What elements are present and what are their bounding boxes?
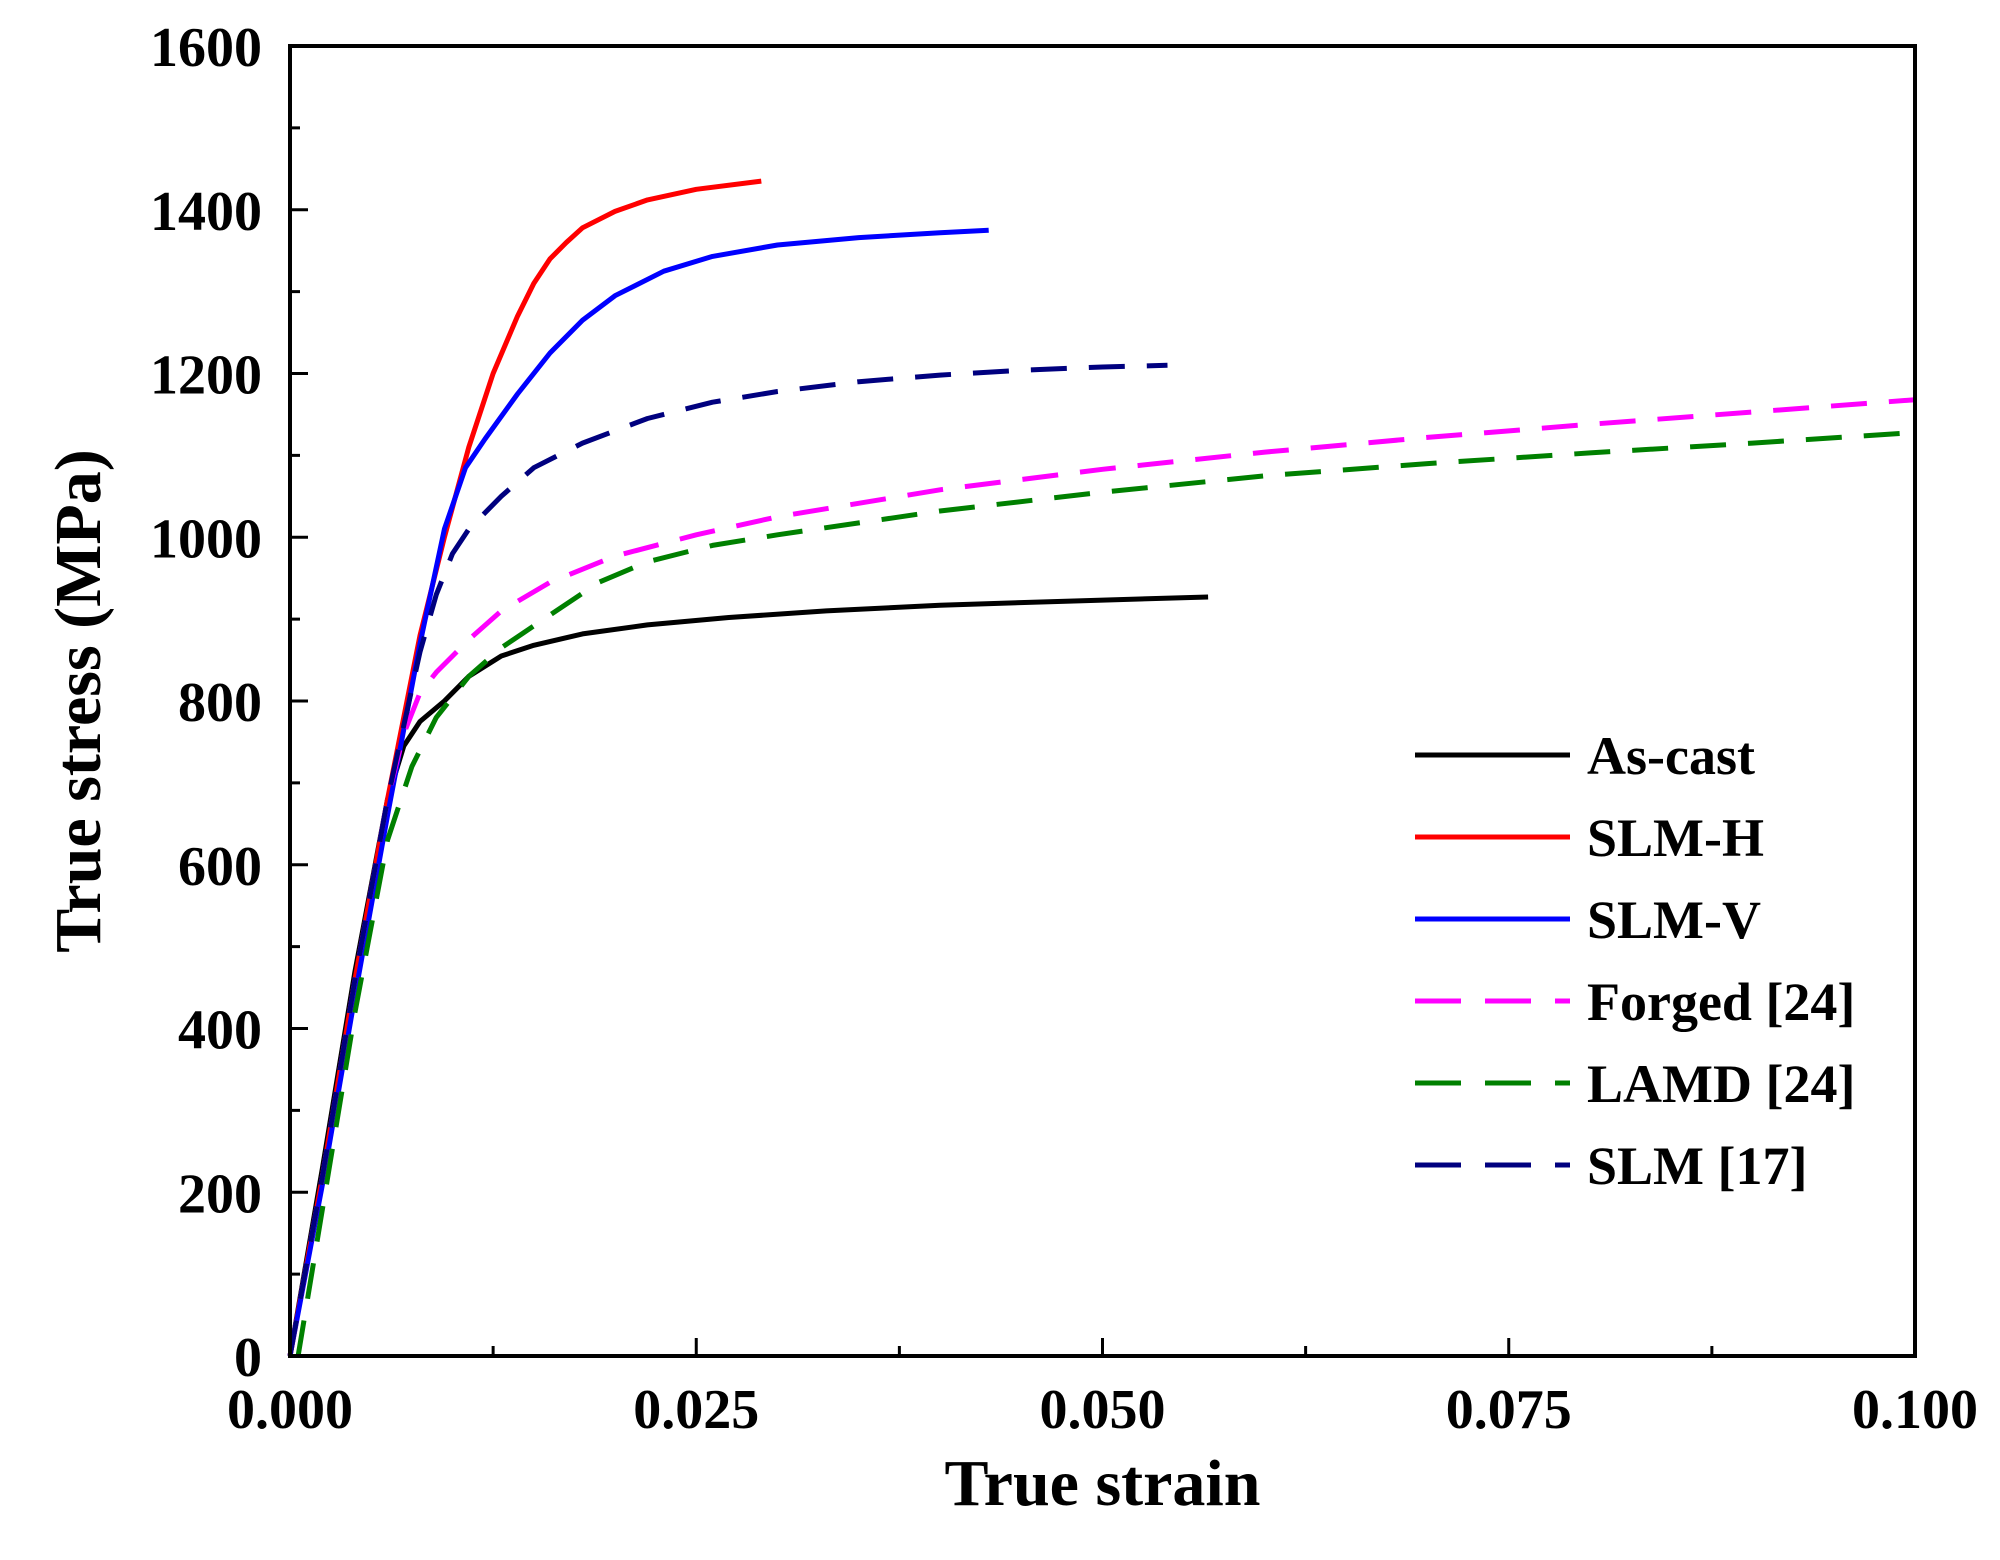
x-tick-label: 0.050 [1040, 1379, 1166, 1441]
x-tick-label: 0.100 [1852, 1379, 1978, 1441]
legend-label-0: As-cast [1587, 726, 1755, 786]
x-tick-label: 0.000 [227, 1379, 353, 1441]
tick-layer [288, 44, 1917, 1358]
series-line-2 [287, 227, 989, 1357]
legend-label-3: Forged [24] [1587, 972, 1855, 1032]
series-line-1 [287, 178, 762, 1357]
x-tick-labels: 0.000 0.025 0.050 0.075 0.100 [227, 1379, 1978, 1441]
y-tick-label: 400 [178, 1000, 262, 1062]
y-tick-label: 1200 [150, 345, 262, 407]
y-axis-title: True stress (MPa) [42, 449, 115, 952]
series-line-3 [287, 397, 1916, 1357]
y-tick-label: 0 [234, 1327, 262, 1389]
x-tick-label: 0.075 [1446, 1379, 1572, 1441]
series-line-0 [287, 594, 1209, 1357]
y-tick-labels: 0 200 400 600 800 1000 1200 1400 1600 [150, 17, 262, 1389]
y-tick-label: 800 [178, 672, 262, 734]
legend-label-2: SLM-V [1587, 890, 1761, 950]
y-tick-label: 1600 [150, 17, 262, 79]
legend-label-4: LAMD [24] [1587, 1054, 1855, 1114]
series-line-4 [295, 430, 1916, 1357]
y-tick-label: 1400 [150, 181, 262, 243]
legend-label-1: SLM-H [1587, 808, 1764, 868]
legend: As-cast SLM-H SLM-V Forged [24] LAMD [24] SLM… [1415, 726, 1855, 1196]
y-tick-label: 200 [178, 1163, 262, 1225]
legend-label-5: SLM [17] [1587, 1136, 1807, 1196]
y-tick-label: 600 [178, 836, 262, 898]
series-line-5 [287, 362, 1168, 1357]
y-tick-label: 1000 [150, 508, 262, 570]
x-axis-title: True strain [945, 1447, 1261, 1520]
x-tick-label: 0.025 [633, 1379, 759, 1441]
series-layer [287, 178, 1916, 1357]
